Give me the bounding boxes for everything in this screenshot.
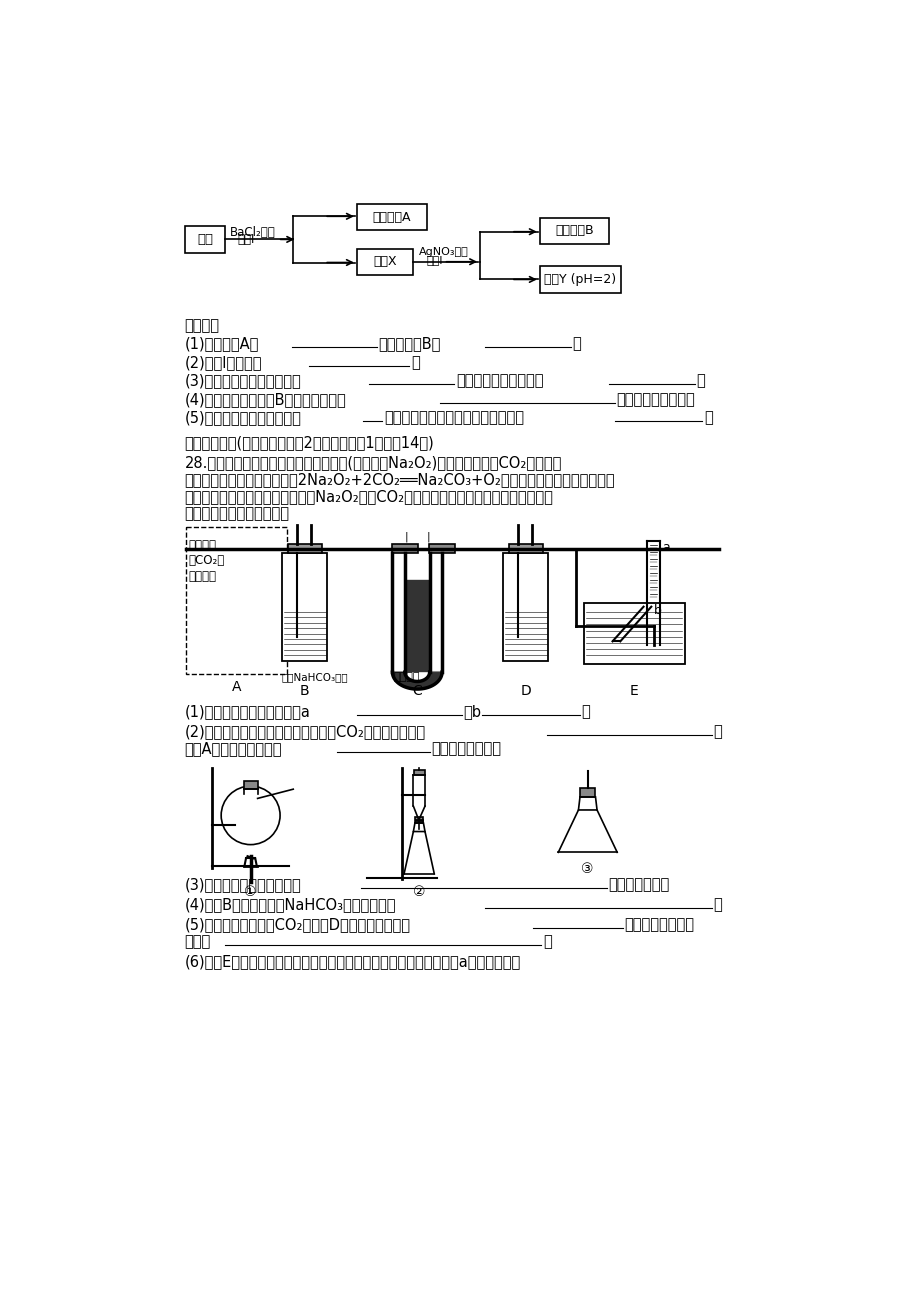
Text: 四、我会实验(每个化学方程式2分，其余每空1分，共14分): 四、我会实验(每个化学方程式2分，其余每空1分，共14分): [185, 435, 434, 450]
Text: ，一定含有的阳离子是: ，一定含有的阳离子是: [456, 374, 543, 388]
Text: 。: 。: [411, 355, 419, 370]
Text: 发生装置: 发生装置: [188, 570, 216, 583]
Text: 。: 。: [696, 374, 704, 388]
Text: 过氧化钠: 过氧化钠: [393, 672, 420, 682]
Bar: [357, 204, 426, 230]
Text: 操作Ⅰ: 操作Ⅰ: [237, 233, 255, 246]
Bar: [508, 543, 542, 553]
Bar: [288, 543, 322, 553]
Text: E: E: [630, 685, 638, 698]
Text: 请回答：: 请回答：: [185, 318, 220, 333]
Text: 取CO₂的: 取CO₂的: [188, 555, 224, 568]
Text: AgNO₃溶液: AgNO₃溶液: [418, 247, 468, 256]
Text: C: C: [412, 685, 422, 698]
Polygon shape: [392, 672, 441, 689]
Text: 滤液Y (pH=2): 滤液Y (pH=2): [544, 273, 616, 286]
Text: 。: 。: [572, 336, 581, 352]
Text: (1)写出有标号仪器的名称：a: (1)写出有标号仪器的名称：a: [185, 704, 311, 720]
Bar: [282, 553, 327, 660]
Bar: [244, 781, 257, 789]
Text: (5)为了吸收未反应的CO₂，装置D中应盛放的试剂是: (5)为了吸收未反应的CO₂，装置D中应盛放的试剂是: [185, 917, 410, 932]
Text: 28.呼吸面具中常用的供氧剂是过氧化钠(化学式为Na₂O₂)，它与人呼出的CO₂能反应产: 28.呼吸面具中常用的供氧剂是过氧化钠(化学式为Na₂O₂)，它与人呼出的CO₂…: [185, 454, 562, 470]
Text: (2)操作Ⅰ的名称是: (2)操作Ⅰ的名称是: [185, 355, 262, 370]
Text: 。: 。: [712, 897, 721, 911]
Text: 种情况，写出其中的一种组成情况：: 种情况，写出其中的一种组成情况：: [383, 410, 523, 426]
Bar: [428, 543, 455, 553]
Bar: [414, 769, 425, 775]
Text: 白色沉淀B: 白色沉淀B: [555, 224, 594, 237]
Bar: [185, 225, 225, 254]
Text: 操作Ⅰ: 操作Ⅰ: [426, 255, 443, 264]
Bar: [539, 217, 608, 243]
Text: A: A: [232, 680, 241, 694]
Bar: [414, 816, 423, 823]
Text: 实验室制: 实验室制: [188, 539, 216, 552]
Text: (4)装置B中盛放的饱和NaHCO₃溶液的作用是: (4)装置B中盛放的饱和NaHCO₃溶液的作用是: [185, 897, 396, 911]
Text: ，白色沉淀B是: ，白色沉淀B是: [378, 336, 440, 352]
Text: (6)装置E中收集气体的方法是：为了验证收集到的气体是氧气，仪器a中收集满气体: (6)装置E中收集气体的方法是：为了验证收集到的气体是氧气，仪器a中收集满气体: [185, 954, 520, 969]
Text: （只要求写一个）。: （只要求写一个）。: [616, 392, 695, 406]
Text: 设计了如下图所示的实验。: 设计了如下图所示的实验。: [185, 505, 289, 521]
Text: (1)白色沉淀A是: (1)白色沉淀A是: [185, 336, 259, 352]
Text: （填序号）装置。: （填序号）装置。: [431, 741, 501, 756]
Text: b: b: [652, 604, 661, 617]
Text: D: D: [520, 685, 530, 698]
Text: 。: 。: [703, 410, 712, 426]
Text: ③: ③: [581, 862, 594, 875]
Text: (3)废液中一定没有的物质是: (3)废液中一定没有的物质是: [185, 374, 301, 388]
Text: 白色沉淀A: 白色沉淀A: [372, 211, 411, 224]
Text: 式是：: 式是：: [185, 934, 210, 949]
Bar: [391, 543, 417, 553]
Text: a: a: [662, 542, 669, 555]
Bar: [539, 267, 620, 293]
Bar: [357, 249, 412, 275]
Text: |: |: [404, 531, 408, 542]
Text: (5)废液中溶质的组成可能有: (5)废液中溶质的组成可能有: [185, 410, 301, 426]
Text: (2)实验室用石灰石和稀盐酸反应制取CO₂的化学方程式是: (2)实验室用石灰石和稀盐酸反应制取CO₂的化学方程式是: [185, 724, 425, 740]
Text: (4)写出生成白色沉淀B的化学方程式：: (4)写出生成白色沉淀B的化学方程式：: [185, 392, 346, 406]
Text: ②: ②: [412, 884, 425, 898]
Text: B: B: [300, 685, 310, 698]
Text: 。: 。: [581, 704, 590, 720]
Bar: [584, 603, 684, 664]
Bar: [186, 527, 287, 673]
Text: ，b: ，b: [463, 704, 482, 720]
Bar: [579, 789, 595, 797]
Text: 滤液X: 滤液X: [372, 255, 396, 268]
Text: ，反应的化学方程: ，反应的化学方程: [623, 917, 694, 932]
Text: ①: ①: [244, 884, 256, 898]
Bar: [503, 553, 548, 660]
Text: (3)连接好实验装置后，应先: (3)连接好实验装置后，应先: [185, 878, 301, 892]
Text: BaCl₂溶液: BaCl₂溶液: [230, 225, 275, 238]
Text: 物质发生反应产生氧气。为了验证Na₂O₂能和CO₂反应产生氧气，某化学兴趣小组的同学: 物质发生反应产生氧气。为了验证Na₂O₂能和CO₂反应产生氧气，某化学兴趣小组的…: [185, 488, 553, 504]
Text: |: |: [425, 531, 429, 542]
Text: ，再装入药品。: ，再装入药品。: [608, 878, 669, 892]
Text: ，: ，: [712, 724, 721, 740]
Polygon shape: [404, 579, 429, 671]
Text: 装置A可选用下面提供的: 装置A可选用下面提供的: [185, 741, 282, 756]
Text: 生氧气，反应的化学方程式为2Na₂O₂+2CO₂══Na₂CO₃+O₂。过氧化钠还能与盐酸、水等: 生氧气，反应的化学方程式为2Na₂O₂+2CO₂══Na₂CO₃+O₂。过氧化钠…: [185, 471, 615, 487]
Text: 。: 。: [542, 934, 551, 949]
Text: 饱和NaHCO₃溶液: 饱和NaHCO₃溶液: [281, 672, 348, 682]
Text: 废液: 废液: [197, 233, 212, 246]
